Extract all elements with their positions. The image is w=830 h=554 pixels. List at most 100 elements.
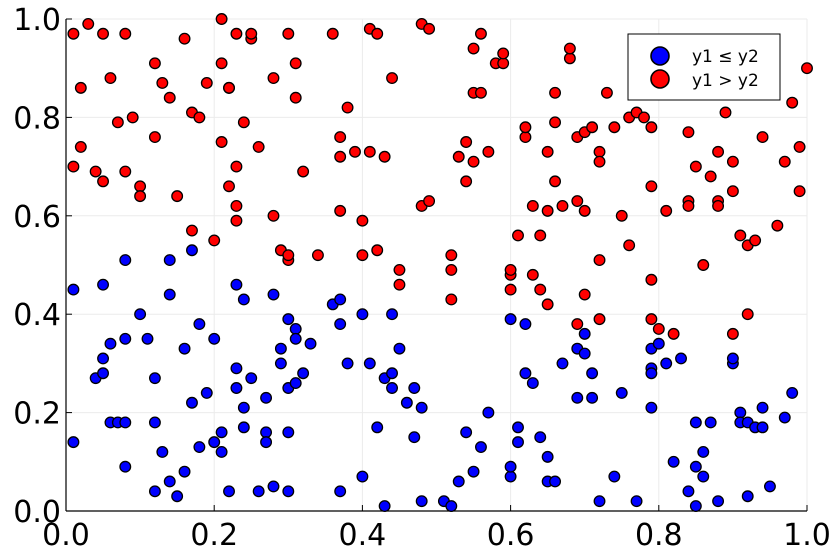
data-point-series-1 xyxy=(667,327,680,340)
y-tick-label: 0.2 xyxy=(13,397,61,432)
data-point-series-0 xyxy=(415,401,428,414)
data-point-series-0 xyxy=(119,332,132,345)
data-point-series-0 xyxy=(215,446,228,458)
data-point-series-0 xyxy=(504,460,517,473)
data-point-series-0 xyxy=(630,495,643,508)
data-point-series-1 xyxy=(771,219,784,232)
data-point-series-1 xyxy=(571,195,584,207)
data-point-series-0 xyxy=(260,436,273,449)
data-point-series-1 xyxy=(334,204,347,217)
data-point-series-0 xyxy=(549,475,562,488)
data-point-series-0 xyxy=(726,352,739,365)
x-tick-label: 0.4 xyxy=(339,518,387,553)
data-point-series-1 xyxy=(475,27,487,40)
data-point-series-0 xyxy=(697,446,710,458)
data-point-series-0 xyxy=(519,318,532,330)
data-point-series-1 xyxy=(734,229,747,242)
data-point-series-1 xyxy=(452,150,465,163)
data-point-series-0 xyxy=(697,470,710,483)
data-point-series-1 xyxy=(615,209,628,222)
data-point-series-1 xyxy=(504,283,517,296)
data-point-series-0 xyxy=(237,401,250,414)
data-point-series-1 xyxy=(549,175,562,188)
data-point-series-1 xyxy=(423,195,436,207)
data-point-series-0 xyxy=(334,485,347,498)
data-point-series-1 xyxy=(519,131,532,144)
data-point-series-0 xyxy=(593,495,606,508)
data-point-series-0 xyxy=(452,475,465,488)
legend-label-blue: y1 ≤ y2 xyxy=(692,47,759,67)
x-tick-label: 0.2 xyxy=(190,518,238,553)
data-point-series-1 xyxy=(726,185,739,198)
data-point-series-1 xyxy=(237,116,250,129)
x-tick-label: 1.0 xyxy=(783,518,830,553)
data-point-series-1 xyxy=(519,121,532,134)
data-point-series-0 xyxy=(282,426,295,439)
data-point-series-1 xyxy=(119,27,132,40)
data-point-series-0 xyxy=(786,386,799,399)
data-point-series-0 xyxy=(512,421,524,434)
data-point-series-1 xyxy=(289,91,302,104)
data-point-series-0 xyxy=(186,244,198,257)
data-point-series-0 xyxy=(252,485,265,498)
y-tick-label: 0.6 xyxy=(13,200,61,235)
x-tick-label: 0.0 xyxy=(42,518,90,553)
data-point-series-0 xyxy=(645,401,658,414)
data-point-series-1 xyxy=(148,57,161,70)
data-point-series-1 xyxy=(134,190,147,203)
tick-labels: 0.0 0.2 0.4 0.6 0.8 1.0 0.0 0.2 0.4 0.6 0.8 1.0 xyxy=(13,3,830,553)
data-point-series-1 xyxy=(645,180,658,193)
data-point-series-1 xyxy=(148,131,161,144)
data-point-series-1 xyxy=(215,136,228,148)
data-point-series-0 xyxy=(260,391,273,404)
data-point-series-0 xyxy=(230,382,243,394)
data-point-series-0 xyxy=(371,421,384,434)
axes xyxy=(65,18,808,512)
data-point-series-1 xyxy=(586,121,599,134)
data-point-series-0 xyxy=(163,288,176,301)
y-tick-label: 0.4 xyxy=(13,298,61,333)
data-point-series-0 xyxy=(148,416,161,429)
data-point-series-1 xyxy=(460,136,473,148)
data-point-series-0 xyxy=(282,313,295,326)
data-point-series-1 xyxy=(230,200,243,212)
data-point-series-1 xyxy=(793,140,806,153)
data-point-series-1 xyxy=(282,249,295,262)
data-point-series-1 xyxy=(282,27,295,40)
data-point-series-1 xyxy=(393,278,406,291)
data-point-series-1 xyxy=(356,214,369,227)
data-point-series-1 xyxy=(445,293,458,306)
data-point-series-1 xyxy=(534,229,547,242)
data-point-series-0 xyxy=(97,367,110,380)
data-point-series-1 xyxy=(311,249,324,262)
data-point-series-0 xyxy=(386,382,398,394)
data-point-series-1 xyxy=(563,42,576,55)
data-point-series-1 xyxy=(445,263,458,276)
data-point-series-1 xyxy=(363,145,376,158)
data-point-series-0 xyxy=(504,313,517,326)
data-point-series-1 xyxy=(756,131,769,144)
data-point-series-0 xyxy=(141,332,154,345)
y-tick-label: 0.0 xyxy=(13,495,61,530)
data-point-series-0 xyxy=(652,337,665,350)
data-point-series-0 xyxy=(134,308,147,321)
data-point-series-1 xyxy=(541,145,554,158)
data-point-series-0 xyxy=(97,278,110,291)
data-point-series-1 xyxy=(497,47,510,60)
data-point-series-0 xyxy=(386,308,398,321)
data-point-series-1 xyxy=(326,27,339,40)
data-point-series-0 xyxy=(764,480,776,493)
data-point-series-0 xyxy=(237,421,250,434)
data-point-series-1 xyxy=(171,190,184,203)
data-point-series-0 xyxy=(304,337,317,350)
data-point-series-1 xyxy=(467,155,480,168)
data-point-series-1 xyxy=(645,273,658,286)
data-point-series-0 xyxy=(200,386,213,399)
data-point-series-0 xyxy=(504,470,517,483)
data-point-series-1 xyxy=(726,155,739,168)
data-point-series-1 xyxy=(475,86,487,99)
data-point-series-1 xyxy=(82,17,95,30)
data-point-series-1 xyxy=(193,111,206,124)
data-point-series-0 xyxy=(386,367,398,380)
